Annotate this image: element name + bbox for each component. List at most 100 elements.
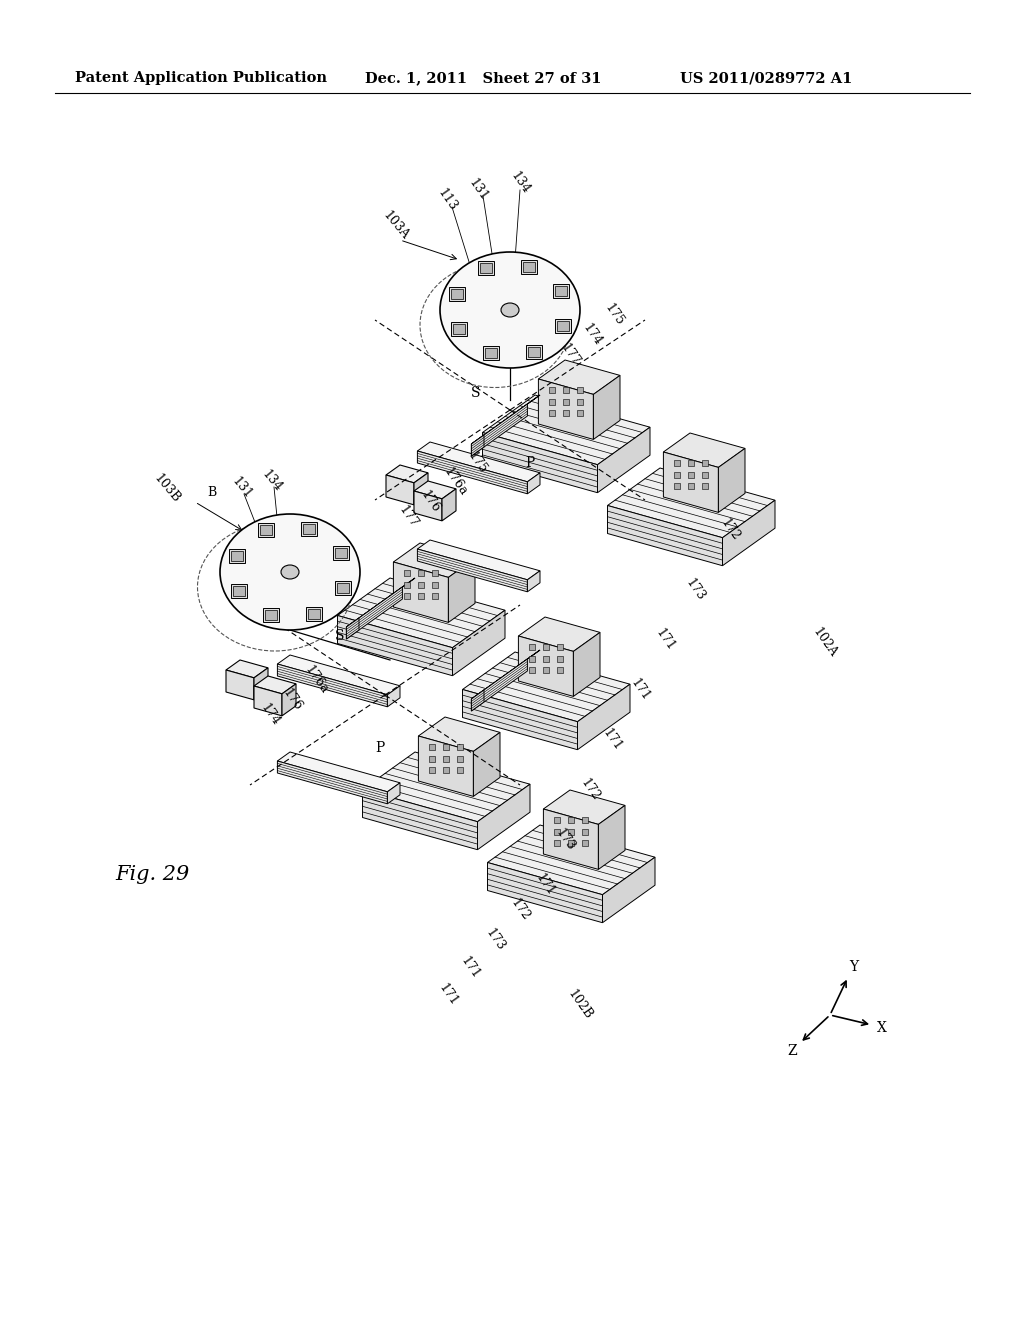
Bar	[582, 817, 588, 824]
Bar	[429, 767, 435, 772]
Polygon shape	[362, 752, 530, 821]
Polygon shape	[362, 789, 477, 850]
Bar	[260, 525, 272, 536]
Bar	[337, 582, 348, 593]
Bar	[432, 570, 437, 577]
Polygon shape	[414, 473, 428, 504]
Bar	[306, 607, 322, 620]
Polygon shape	[719, 449, 745, 512]
Text: 171: 171	[436, 982, 460, 1008]
Text: 172: 172	[508, 896, 532, 924]
Polygon shape	[573, 632, 600, 697]
Polygon shape	[418, 549, 527, 591]
Bar	[701, 483, 708, 488]
Polygon shape	[471, 659, 527, 711]
Bar	[543, 667, 549, 673]
Bar	[404, 593, 411, 599]
Bar	[443, 755, 449, 762]
Bar	[529, 667, 536, 673]
Polygon shape	[414, 480, 456, 499]
Text: 102B: 102B	[565, 987, 595, 1022]
Text: P: P	[525, 455, 535, 470]
Bar	[557, 321, 568, 331]
Bar	[301, 521, 317, 536]
Bar	[443, 767, 449, 772]
Bar	[529, 656, 536, 661]
Bar	[303, 524, 315, 533]
Polygon shape	[482, 395, 650, 465]
Bar	[432, 593, 437, 599]
Bar	[557, 644, 562, 651]
Text: 134: 134	[508, 169, 532, 197]
Text: 175: 175	[465, 450, 489, 477]
Polygon shape	[723, 500, 775, 566]
Text: 173: 173	[483, 927, 507, 953]
Bar	[543, 656, 549, 661]
Bar	[553, 284, 568, 297]
Bar	[457, 744, 463, 750]
Polygon shape	[418, 451, 527, 494]
Text: 131: 131	[466, 177, 490, 203]
Polygon shape	[419, 737, 473, 796]
Text: 103B: 103B	[151, 471, 182, 506]
Bar	[577, 399, 583, 404]
Bar	[577, 409, 583, 416]
Bar	[521, 260, 538, 273]
Bar	[231, 585, 247, 598]
Bar	[418, 582, 424, 587]
Text: 176: 176	[280, 686, 304, 714]
Bar	[582, 829, 588, 834]
Bar	[333, 545, 349, 560]
Polygon shape	[387, 686, 400, 706]
Bar	[229, 549, 246, 564]
Polygon shape	[602, 857, 655, 923]
Polygon shape	[664, 433, 745, 467]
Text: 175: 175	[602, 301, 626, 329]
Ellipse shape	[440, 252, 580, 368]
Text: 102A: 102A	[810, 624, 840, 659]
Polygon shape	[664, 451, 719, 512]
Polygon shape	[487, 825, 655, 895]
Text: S: S	[335, 630, 345, 643]
Bar	[404, 582, 411, 587]
Bar	[582, 840, 588, 846]
Text: 174: 174	[258, 701, 283, 729]
Polygon shape	[539, 360, 620, 395]
Bar	[557, 656, 562, 661]
Text: Dec. 1, 2011   Sheet 27 of 31: Dec. 1, 2011 Sheet 27 of 31	[365, 71, 601, 84]
Polygon shape	[387, 783, 400, 804]
Polygon shape	[544, 809, 598, 870]
Bar	[554, 829, 560, 834]
Polygon shape	[477, 784, 530, 850]
Text: 172: 172	[718, 516, 742, 544]
Polygon shape	[607, 506, 723, 566]
Text: 176: 176	[418, 488, 442, 516]
Polygon shape	[278, 664, 387, 706]
Polygon shape	[527, 473, 540, 494]
Polygon shape	[471, 395, 540, 444]
Bar	[554, 817, 560, 824]
Bar	[231, 552, 244, 561]
Polygon shape	[471, 404, 527, 455]
Polygon shape	[607, 469, 775, 537]
Bar	[674, 461, 680, 466]
Bar	[263, 609, 279, 622]
Bar	[701, 461, 708, 466]
Bar	[457, 755, 463, 762]
Polygon shape	[393, 562, 449, 623]
Text: Y: Y	[850, 960, 858, 974]
Bar	[529, 644, 536, 651]
Bar	[418, 593, 424, 599]
Text: 134: 134	[259, 467, 285, 495]
Polygon shape	[544, 789, 625, 825]
Ellipse shape	[220, 513, 360, 630]
Bar	[568, 829, 573, 834]
Polygon shape	[482, 433, 597, 492]
Polygon shape	[449, 558, 475, 623]
Bar	[688, 483, 694, 488]
Polygon shape	[278, 752, 400, 792]
Polygon shape	[418, 540, 540, 579]
Polygon shape	[419, 717, 500, 751]
Bar	[525, 345, 542, 359]
Bar	[555, 285, 566, 296]
